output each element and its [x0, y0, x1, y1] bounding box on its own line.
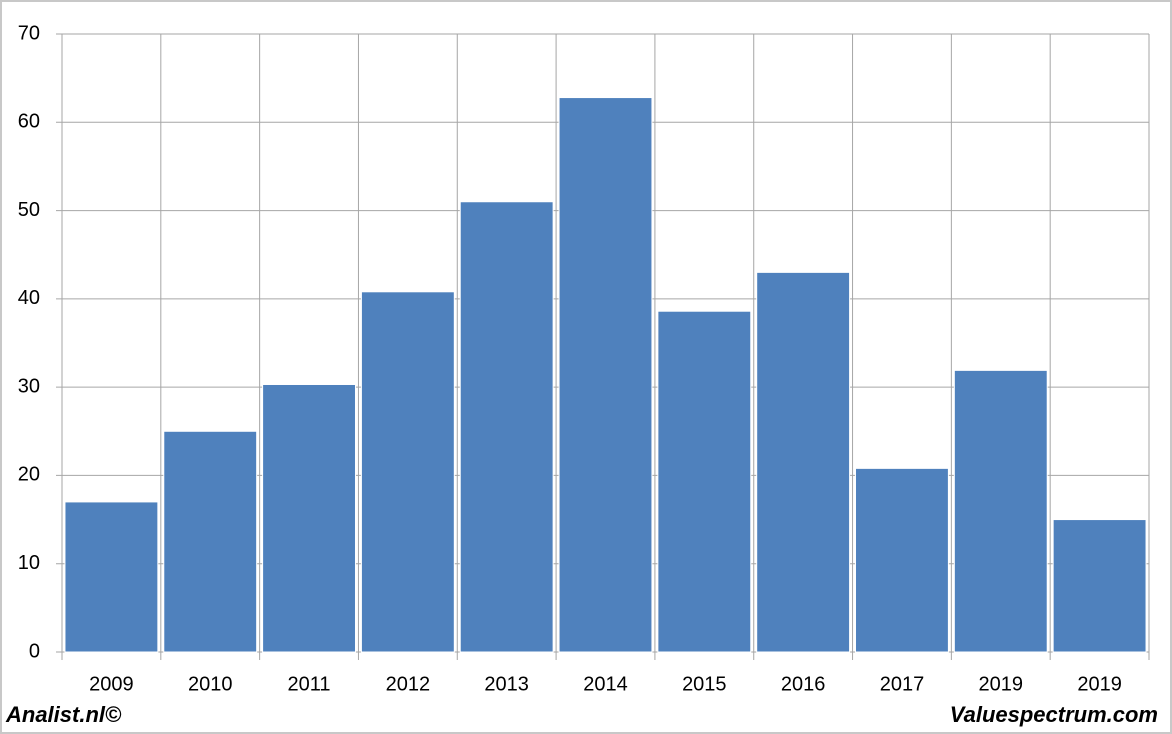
x-tick-label: 2019 — [979, 673, 1024, 695]
x-tick-label: 2016 — [781, 673, 826, 695]
bar — [1052, 519, 1147, 653]
y-tick-label: 10 — [18, 552, 40, 574]
credit-label: Valuespectrum.com — [950, 702, 1158, 727]
x-tick-label: 2009 — [89, 673, 134, 695]
y-tick-label: 60 — [18, 111, 40, 133]
bar — [953, 369, 1048, 653]
y-tick-label: 0 — [29, 640, 40, 662]
bar — [459, 201, 554, 653]
bar — [855, 467, 949, 653]
x-tick-label: 2019 — [1077, 673, 1122, 695]
bar — [64, 501, 159, 653]
y-tick-label: 40 — [18, 287, 40, 309]
bar — [163, 430, 258, 653]
source-label: Analist.nl© — [5, 702, 122, 727]
x-tick-label: 2010 — [188, 673, 233, 695]
x-tick-label: 2013 — [484, 673, 529, 695]
bar — [262, 383, 356, 653]
x-tick-label: 2014 — [583, 673, 628, 695]
x-tick-label: 2015 — [682, 673, 727, 695]
bar — [756, 271, 851, 653]
bar — [360, 291, 455, 653]
y-tick-label: 50 — [18, 199, 40, 221]
y-tick-label: 30 — [18, 375, 40, 397]
bar — [558, 97, 653, 653]
y-tick-label: 70 — [18, 22, 40, 44]
y-tick-label: 20 — [18, 464, 40, 486]
x-tick-label: 2012 — [386, 673, 431, 695]
x-tick-label: 2011 — [288, 673, 331, 695]
x-tick-label: 2017 — [880, 673, 925, 695]
bar — [657, 310, 752, 653]
